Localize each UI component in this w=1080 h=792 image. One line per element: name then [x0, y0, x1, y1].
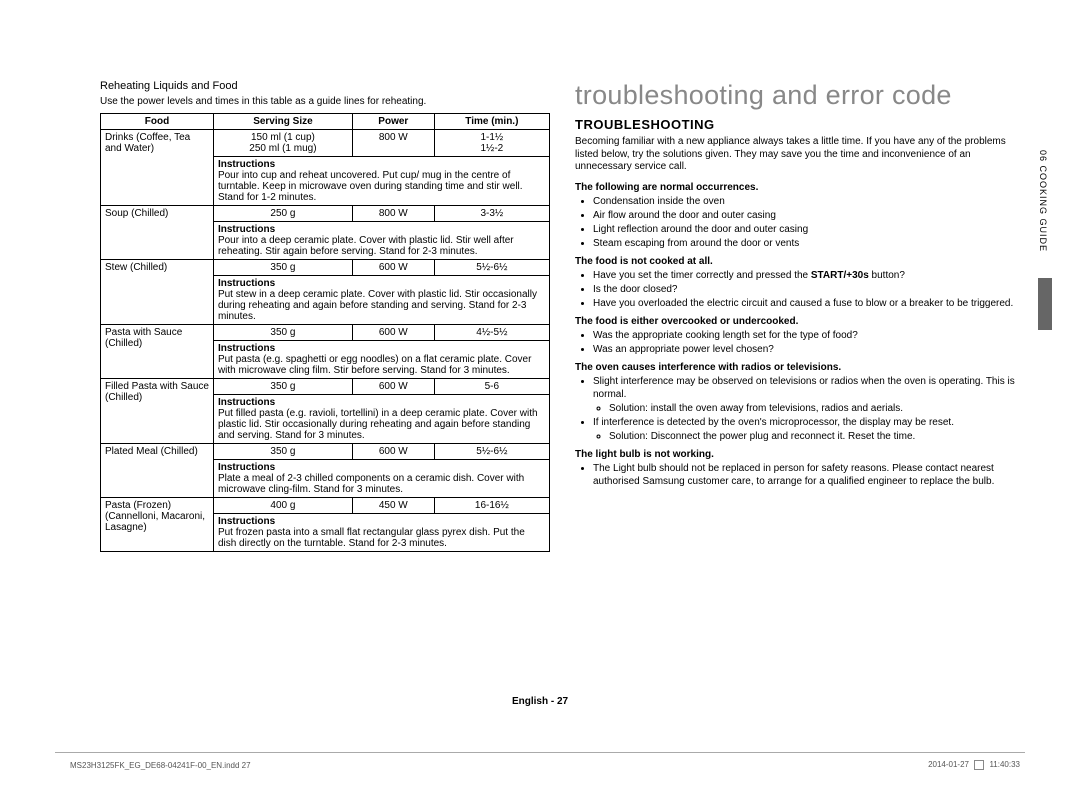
- ts-item: Air flow around the door and outer casin…: [593, 209, 1025, 222]
- footer-left: MS23H3125FK_EG_DE68-04241F-00_EN.indd 27: [70, 761, 251, 770]
- ts-item: Is the door closed?: [593, 283, 1025, 296]
- troubleshoot-sub: TROUBLESHOOTING: [575, 117, 1025, 132]
- table-cell: 150 ml (1 cup)250 ml (1 mug): [213, 130, 352, 157]
- reheat-title: Reheating Liquids and Food: [100, 80, 550, 92]
- table-cell: 600 W: [352, 444, 434, 460]
- food-cell: Pasta (Frozen) (Cannelloni, Macaroni, La…: [101, 498, 214, 552]
- table-cell: 1-1½1½-2: [434, 130, 549, 157]
- troubleshoot-intro: Becoming familiar with a new appliance a…: [575, 136, 1025, 174]
- table-cell: 600 W: [352, 260, 434, 276]
- instructions-cell: InstructionsPour into cup and reheat unc…: [213, 157, 549, 206]
- table-cell: 800 W: [352, 130, 434, 157]
- ts-heading: The food is either overcooked or underco…: [575, 316, 1025, 327]
- right-column: troubleshooting and error code TROUBLESH…: [575, 80, 1025, 552]
- footer-date: 2014-01-27: [928, 760, 969, 769]
- ts-heading: The light bulb is not working.: [575, 449, 1025, 460]
- food-cell: Drinks (Coffee, Tea and Water): [101, 130, 214, 206]
- table-cell: 3-3½: [434, 206, 549, 222]
- instructions-cell: InstructionsPour into a deep ceramic pla…: [213, 222, 549, 260]
- table-header: Power: [352, 114, 434, 130]
- ts-item: The Light bulb should not be replaced in…: [593, 462, 1025, 488]
- ts-heading: The following are normal occurrences.: [575, 182, 1025, 193]
- ts-item: Was an appropriate power level chosen?: [593, 343, 1025, 356]
- ts-item: Was the appropriate cooking length set f…: [593, 329, 1025, 342]
- table-header: Serving Size: [213, 114, 352, 130]
- table-cell: 350 g: [213, 444, 352, 460]
- footer-right: 2014-01-27 11:40:33: [928, 760, 1020, 770]
- instructions-cell: InstructionsPut frozen pasta into a smal…: [213, 514, 549, 552]
- crop-mark-line: [55, 752, 1025, 754]
- ts-item: Steam escaping from around the door or v…: [593, 237, 1025, 250]
- side-block: [1038, 278, 1052, 330]
- table-cell: 5-6: [434, 379, 549, 395]
- table-cell: 400 g: [213, 498, 352, 514]
- table-cell: 250 g: [213, 206, 352, 222]
- ts-item: Have you set the timer correctly and pre…: [593, 269, 1025, 282]
- ts-list: Was the appropriate cooking length set f…: [575, 329, 1025, 356]
- food-cell: Filled Pasta with Sauce (Chilled): [101, 379, 214, 444]
- ts-item: Light reflection around the door and out…: [593, 223, 1025, 236]
- ts-heading: The oven causes interference with radios…: [575, 362, 1025, 373]
- instructions-cell: InstructionsPut filled pasta (e.g. ravio…: [213, 395, 549, 444]
- ts-list: Have you set the timer correctly and pre…: [575, 269, 1025, 310]
- footer-center: English - 27: [0, 696, 1080, 707]
- ts-item: Have you overloaded the electric circuit…: [593, 297, 1025, 310]
- food-cell: Pasta with Sauce (Chilled): [101, 325, 214, 379]
- ts-list: Slight interference may be observed on t…: [575, 375, 1025, 443]
- ts-list: The Light bulb should not be replaced in…: [575, 462, 1025, 488]
- table-cell: 450 W: [352, 498, 434, 514]
- food-cell: Soup (Chilled): [101, 206, 214, 260]
- reheat-sub: Use the power levels and times in this t…: [100, 96, 550, 107]
- table-cell: 800 W: [352, 206, 434, 222]
- table-cell: 350 g: [213, 325, 352, 341]
- side-tab: 06 COOKING GUIDE: [1038, 150, 1048, 252]
- instructions-cell: InstructionsPut stew in a deep ceramic p…: [213, 276, 549, 325]
- table-header: Food: [101, 114, 214, 130]
- left-column: Reheating Liquids and Food Use the power…: [100, 80, 550, 552]
- instructions-cell: InstructionsPlate a meal of 2-3 chilled …: [213, 460, 549, 498]
- ts-item: If interference is detected by the oven'…: [593, 416, 1025, 443]
- table-cell: 5½-6½: [434, 444, 549, 460]
- troubleshoot-sections: The following are normal occurrences. Con…: [575, 182, 1025, 488]
- ts-item: Slight interference may be observed on t…: [593, 375, 1025, 415]
- ts-item: Condensation inside the oven: [593, 195, 1025, 208]
- clock-icon: [974, 760, 984, 770]
- table-cell: 600 W: [352, 379, 434, 395]
- reheat-table: FoodServing SizePowerTime (min.) Drinks …: [100, 113, 550, 552]
- table-cell: 5½-6½: [434, 260, 549, 276]
- instructions-cell: InstructionsPut pasta (e.g. spaghetti or…: [213, 341, 549, 379]
- troubleshoot-heading: troubleshooting and error code: [575, 80, 1025, 111]
- food-cell: Plated Meal (Chilled): [101, 444, 214, 498]
- table-cell: 600 W: [352, 325, 434, 341]
- footer-time: 11:40:33: [989, 760, 1020, 769]
- table-cell: 16-16½: [434, 498, 549, 514]
- table-cell: 4½-5½: [434, 325, 549, 341]
- ts-heading: The food is not cooked at all.: [575, 256, 1025, 267]
- table-header: Time (min.): [434, 114, 549, 130]
- ts-list: Condensation inside the ovenAir flow aro…: [575, 195, 1025, 250]
- table-cell: 350 g: [213, 379, 352, 395]
- table-cell: 350 g: [213, 260, 352, 276]
- food-cell: Stew (Chilled): [101, 260, 214, 325]
